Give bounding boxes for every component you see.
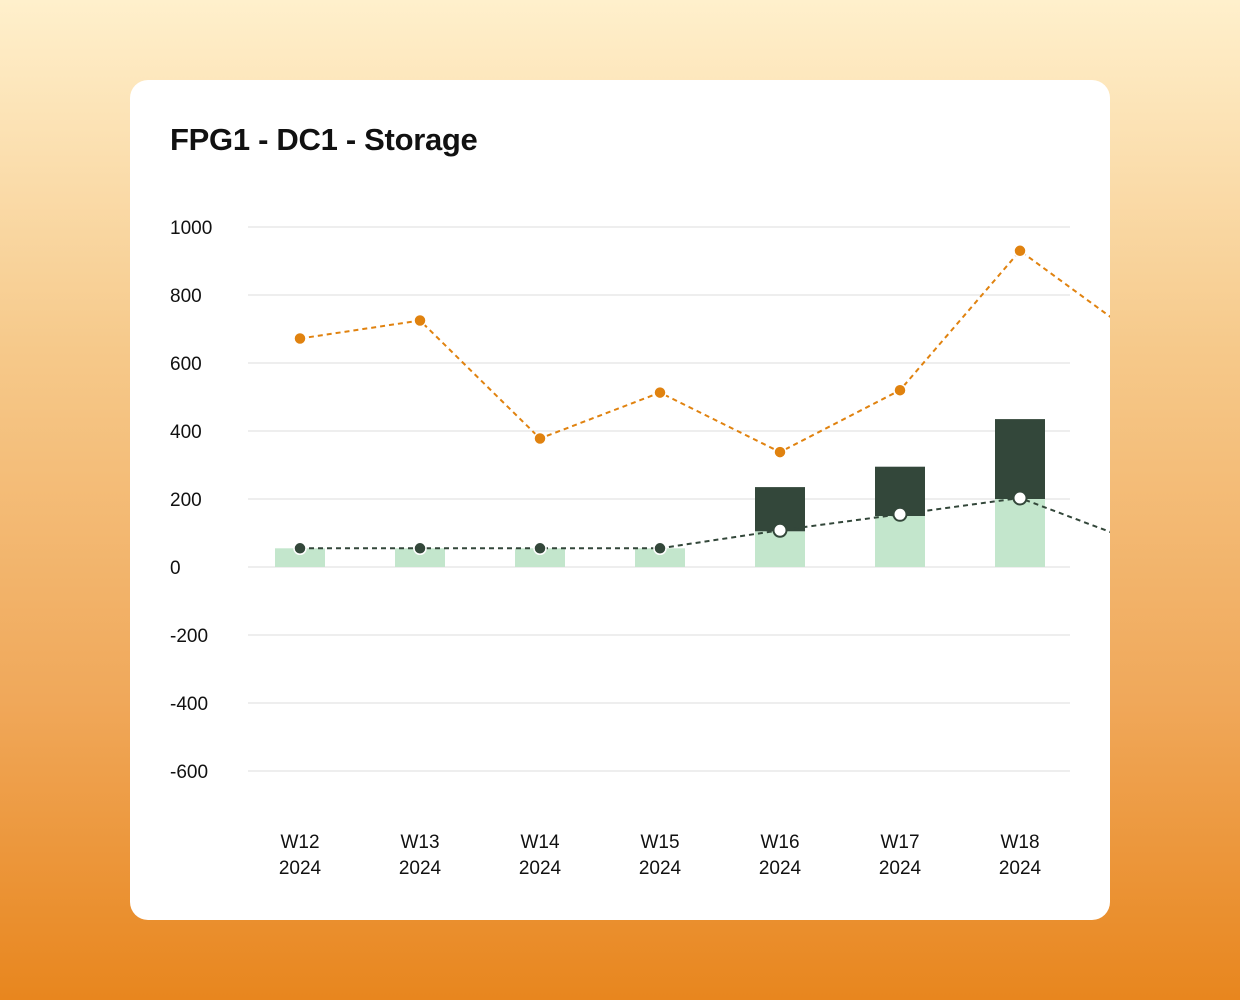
x-tick-label: W14	[520, 832, 560, 853]
y-tick-label: -200	[170, 626, 208, 647]
bar-top-segment	[995, 419, 1045, 499]
y-tick-label: -600	[170, 762, 208, 783]
orange-series-point	[533, 431, 547, 446]
chart-card: FPG1 - DC1 - Storage 1000 800 600 400 200 0 -2…	[130, 80, 1110, 920]
x-tick-label: W16	[760, 832, 799, 853]
y-tick-label: -400	[170, 694, 208, 715]
bar-base-segment	[275, 548, 325, 567]
dark-series-point	[653, 541, 667, 556]
bar-base-segment	[995, 499, 1045, 567]
dark-series-point	[293, 541, 307, 556]
orange-series-point	[413, 313, 427, 328]
storage-chart: 1000 800 600 400 200 0 -200 -400 -600 W12 2024 W13 2…	[170, 218, 1110, 879]
orange-series-point	[1013, 244, 1027, 258]
x-tick-label: 2024	[279, 858, 322, 879]
y-tick-label: 200	[170, 490, 202, 511]
orange-series-point	[773, 445, 787, 459]
y-tick-label: 1000	[170, 218, 212, 239]
dark-series-line	[300, 496, 1110, 550]
x-tick-label: W12	[280, 832, 319, 853]
y-tick-label: 600	[170, 354, 202, 375]
dark-series-point	[772, 522, 788, 538]
x-tick-label: 2024	[519, 858, 562, 879]
orange-series-point	[293, 331, 307, 346]
x-tick-label: 2024	[879, 858, 922, 879]
x-tick-label: 2024	[639, 858, 682, 879]
y-tick-label: 0	[170, 558, 181, 579]
y-tick-label: 400	[170, 422, 202, 443]
bar-base-segment	[515, 548, 565, 567]
chart-title: FPG1 - DC1 - Storage	[170, 122, 478, 157]
bar-base-segment	[875, 516, 925, 567]
x-tick-label: W15	[640, 832, 679, 853]
orange-series-point	[893, 383, 907, 397]
x-tick-label: W13	[400, 832, 439, 853]
dark-series-point	[892, 506, 908, 522]
bar-base-segment	[395, 548, 445, 567]
x-tick-label: 2024	[399, 858, 442, 879]
bar-base-segment	[635, 548, 685, 567]
x-tick-label: W17	[880, 832, 919, 853]
y-tick-label: 800	[170, 286, 202, 307]
orange-series-line	[299, 249, 1110, 454]
dark-series-point	[1012, 490, 1028, 506]
x-tick-label: W18	[1000, 832, 1039, 853]
dark-series-point	[533, 541, 547, 556]
x-tick-label: 2024	[999, 858, 1042, 879]
dark-series-point	[413, 541, 427, 556]
orange-series-point	[653, 385, 667, 400]
x-tick-label: 2024	[759, 858, 802, 879]
